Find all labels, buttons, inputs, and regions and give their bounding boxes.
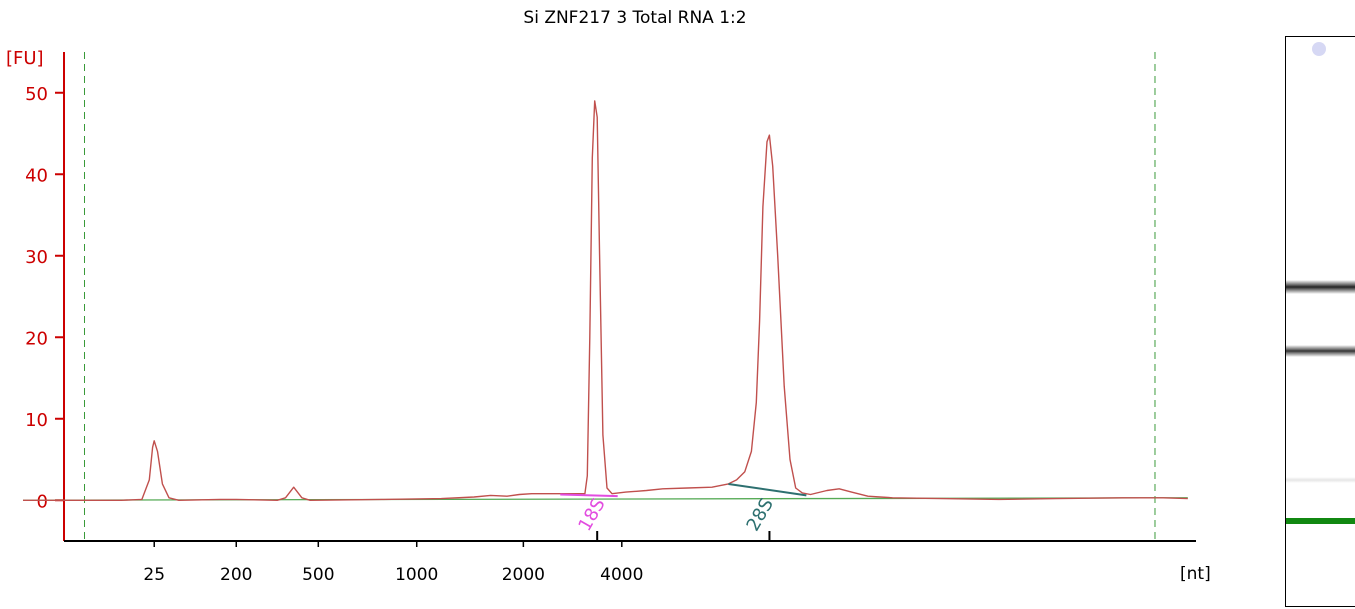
- y-tick-label-10: 10: [25, 410, 48, 431]
- x-tick-label-2000: 2000: [502, 565, 545, 585]
- x-tick-label-25: 25: [143, 565, 165, 585]
- x-tick-label-4000: 4000: [600, 565, 643, 585]
- x-tick-label-500: 500: [302, 565, 334, 585]
- y-tick-label-20: 20: [25, 328, 48, 349]
- gel-band-18s: [1286, 345, 1355, 357]
- trace-series-1: [23, 100, 1188, 501]
- gel-marker-dot: [1312, 42, 1326, 56]
- y-tick-label-0: 0: [37, 491, 48, 512]
- y-tick-label-50: 50: [25, 84, 48, 105]
- x-tick-label-1000: 1000: [395, 565, 438, 585]
- y-tick-label-40: 40: [25, 165, 48, 186]
- gel-band-faint: [1286, 477, 1355, 483]
- peak-label-18s: 18S: [574, 495, 609, 535]
- gel-lower-marker: [1286, 518, 1355, 524]
- peak-baseline-28s: [728, 482, 807, 497]
- gel-band-28s: [1286, 280, 1355, 294]
- y-tick-label-30: 30: [25, 247, 48, 268]
- peak-baseline-18s: [560, 493, 618, 498]
- x-tick-label-200: 200: [220, 565, 252, 585]
- x-axis-label: [nt]: [1180, 564, 1211, 584]
- chart-title: Si ZNF217 3 Total RNA 1:2: [523, 8, 746, 28]
- electropherogram-chart: Si ZNF217 3 Total RNA 1:2 [FU] [nt] 0 10 2…: [6, 8, 1211, 585]
- y-axis-label: [FU]: [6, 48, 44, 69]
- gel-lane-image: [1285, 36, 1355, 607]
- peak-label-28s: 28S: [743, 495, 778, 535]
